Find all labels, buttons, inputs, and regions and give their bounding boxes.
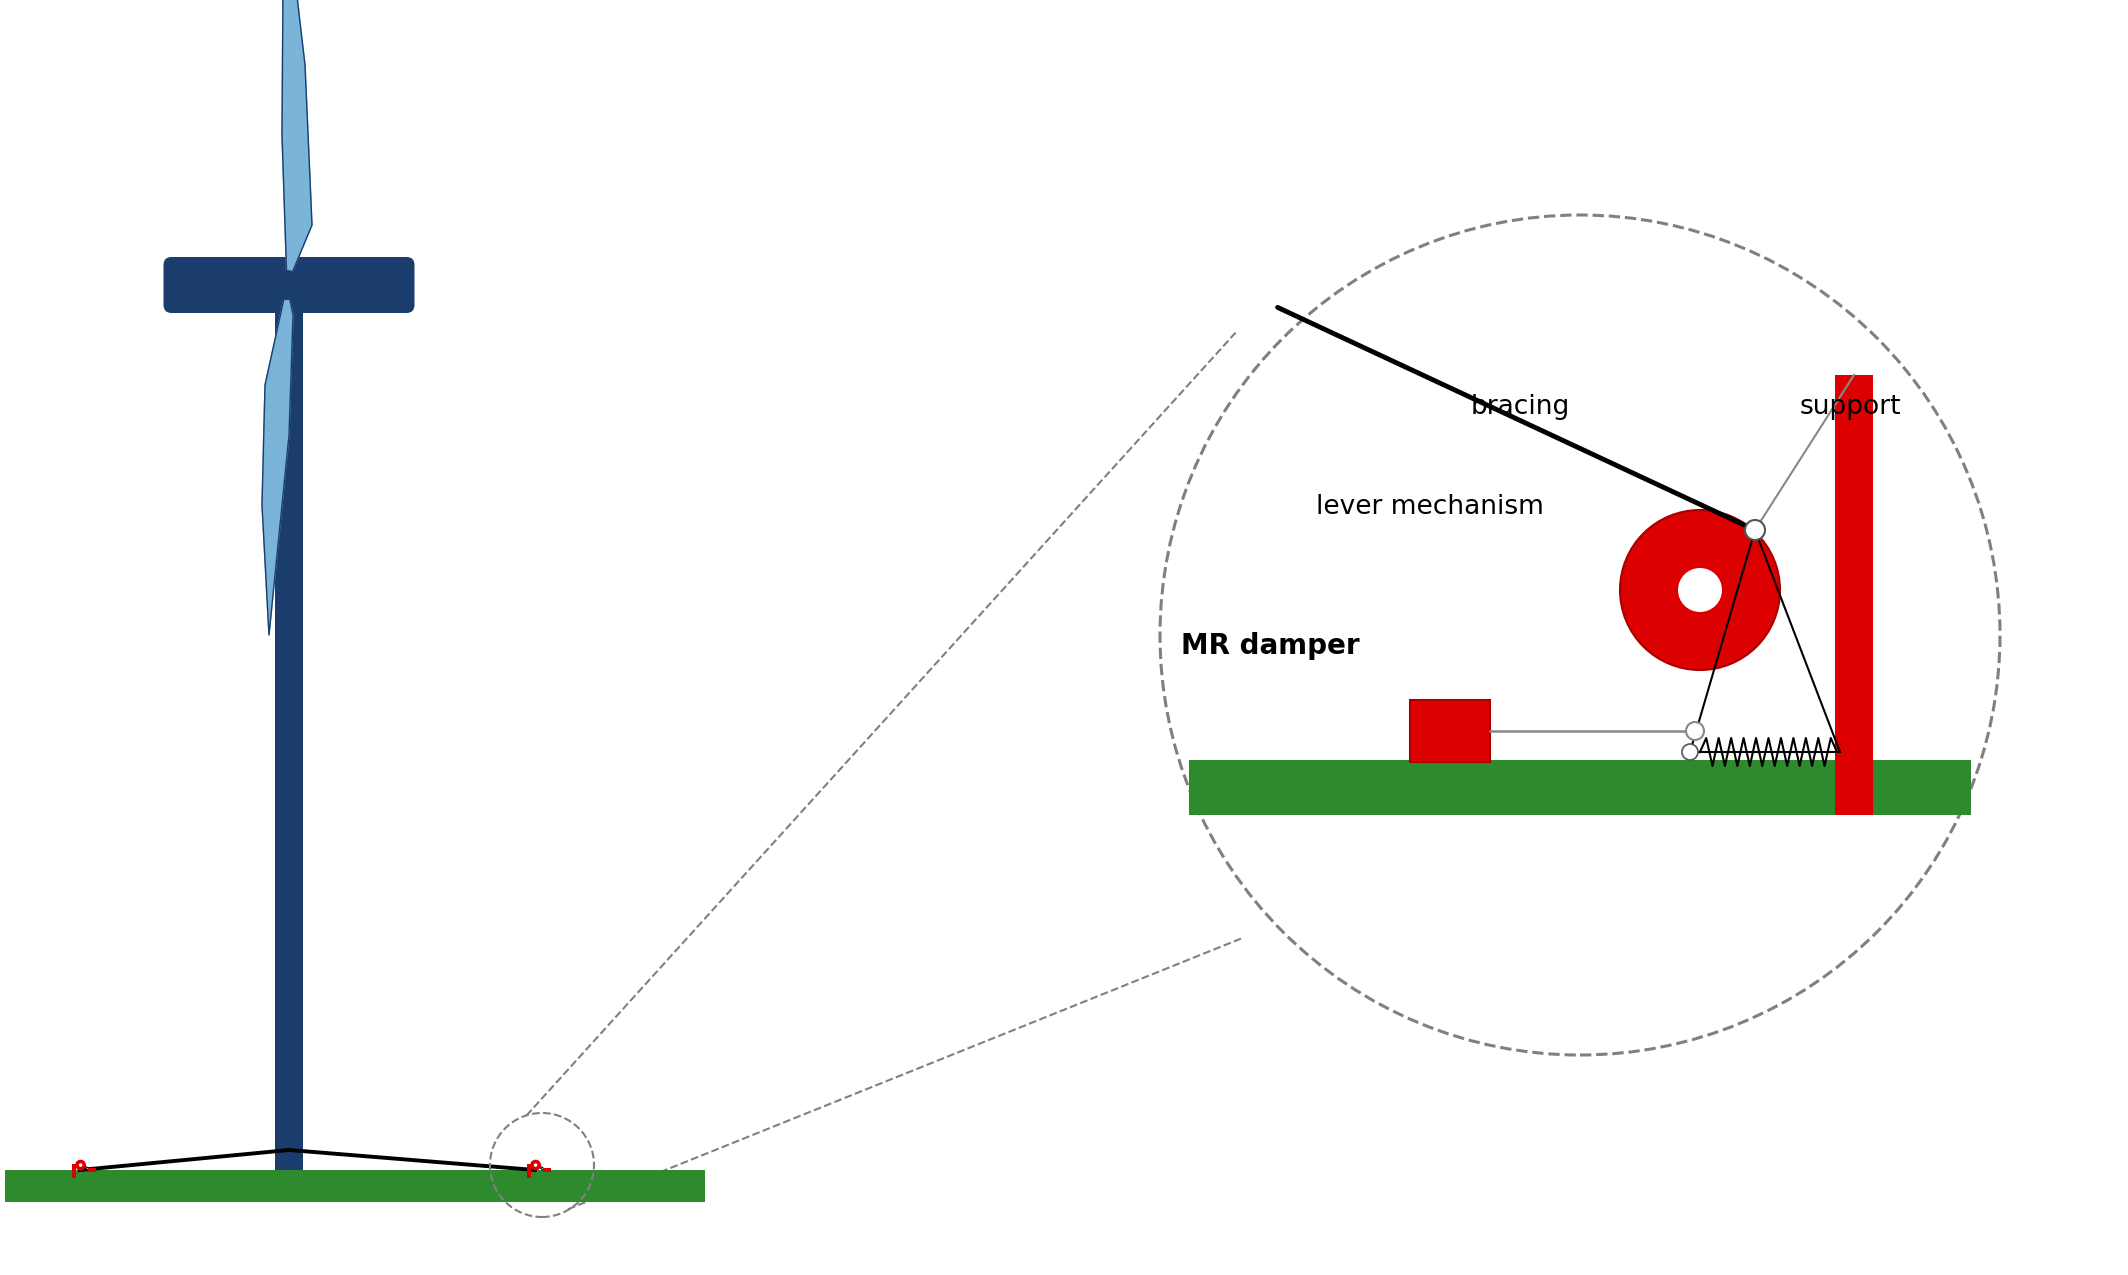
Circle shape	[1679, 567, 1722, 612]
Bar	[1411, 700, 1490, 762]
Circle shape	[1619, 510, 1779, 669]
Circle shape	[1681, 745, 1698, 760]
Circle shape	[79, 1163, 83, 1167]
Bar	[1834, 375, 1873, 815]
Circle shape	[1160, 215, 2000, 1054]
Text: support: support	[1800, 394, 1900, 419]
Circle shape	[530, 1160, 541, 1170]
Circle shape	[1685, 722, 1705, 740]
Bar	[72, 1164, 77, 1178]
Bar	[4, 1170, 704, 1202]
Circle shape	[74, 1160, 85, 1170]
Circle shape	[272, 270, 302, 300]
Bar	[543, 1168, 551, 1172]
Circle shape	[1745, 520, 1764, 541]
Bar	[87, 1168, 96, 1172]
Bar	[275, 289, 302, 1170]
Polygon shape	[283, 0, 313, 286]
Polygon shape	[536, 1163, 547, 1170]
Bar	[528, 1164, 530, 1178]
Text: MR damper: MR damper	[1181, 632, 1360, 660]
Text: lever mechanism: lever mechanism	[1315, 493, 1545, 520]
Text: bracing: bracing	[1470, 394, 1570, 419]
FancyBboxPatch shape	[164, 258, 415, 312]
Bar	[1190, 760, 1971, 815]
Polygon shape	[262, 286, 294, 635]
Circle shape	[534, 1163, 538, 1167]
Polygon shape	[81, 1163, 92, 1170]
